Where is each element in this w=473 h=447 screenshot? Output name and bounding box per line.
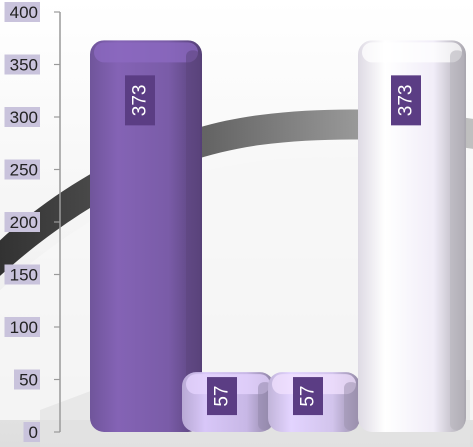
bar-side-shade bbox=[344, 382, 358, 430]
data-labels: 373 57 57 373 bbox=[125, 75, 421, 416]
data-label-text: 57 bbox=[298, 386, 319, 407]
data-label: 57 bbox=[293, 377, 323, 416]
bar-body bbox=[90, 40, 202, 432]
tick-label-background bbox=[14, 369, 40, 390]
bar-top-bevel bbox=[94, 42, 198, 63]
bar-top-bevel bbox=[362, 42, 462, 63]
tick-label-background bbox=[4, 264, 40, 285]
tick-label-background bbox=[4, 2, 40, 22]
y-tick-label: 200 bbox=[10, 213, 38, 232]
data-label-text: 57 bbox=[212, 386, 233, 407]
y-axis: 0 50 100 150 200 250 300 350 400 bbox=[4, 2, 61, 442]
tick-label-background bbox=[4, 159, 40, 180]
data-label-box bbox=[125, 75, 155, 126]
tick-label-background bbox=[4, 54, 40, 75]
y-tick-label: 300 bbox=[10, 108, 38, 127]
y-tick-label: 0 bbox=[29, 423, 38, 442]
tick-label-background bbox=[4, 212, 40, 232]
bar-body bbox=[358, 40, 466, 432]
data-label-text: 373 bbox=[130, 84, 151, 116]
y-axis-ticks: 0 50 100 150 200 250 300 350 400 bbox=[4, 2, 60, 442]
bar bbox=[358, 40, 466, 432]
data-label-box bbox=[207, 377, 237, 416]
tick-label-background bbox=[23, 422, 40, 442]
y-tick-label: 350 bbox=[10, 56, 38, 75]
data-label-box bbox=[293, 377, 323, 416]
tick-label-background bbox=[4, 107, 40, 127]
data-label: 57 bbox=[207, 377, 237, 416]
y-tick-label: 100 bbox=[10, 318, 38, 337]
data-label-box bbox=[391, 75, 421, 126]
data-label-text: 373 bbox=[396, 84, 417, 116]
data-label: 373 bbox=[391, 75, 421, 126]
tick-label-background bbox=[4, 317, 40, 337]
bar bbox=[90, 40, 202, 432]
bar-side-shade bbox=[450, 50, 464, 430]
y-tick-label: 50 bbox=[19, 371, 38, 390]
data-label: 373 bbox=[125, 75, 155, 126]
y-tick-label: 250 bbox=[10, 161, 38, 180]
y-tick-label: 400 bbox=[10, 3, 38, 22]
y-tick-label: 150 bbox=[10, 266, 38, 285]
bar-side-shade bbox=[186, 50, 200, 430]
